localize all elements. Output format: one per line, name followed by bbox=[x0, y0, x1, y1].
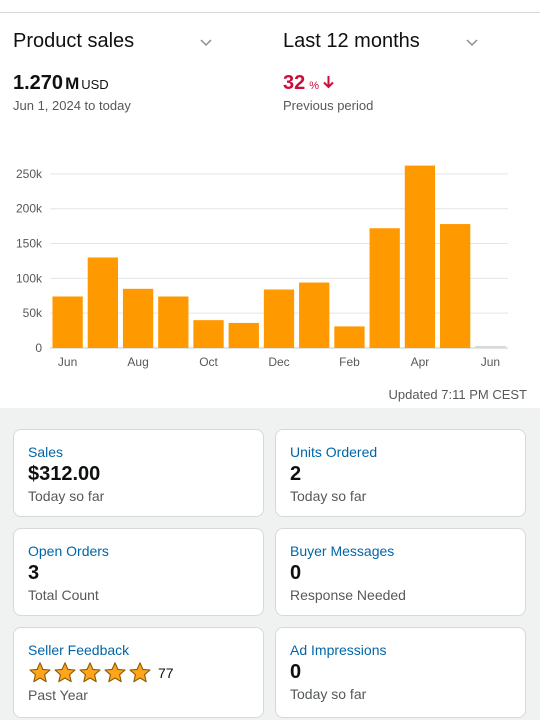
x-tick-label: Jun bbox=[58, 355, 77, 369]
date-range: Jun 1, 2024 to today bbox=[13, 98, 131, 113]
card-subtitle: Today so far bbox=[290, 686, 367, 702]
bar-aug bbox=[122, 288, 154, 348]
y-tick-label: 100k bbox=[16, 271, 43, 285]
bar-dec bbox=[263, 289, 295, 348]
bar-sep bbox=[158, 296, 189, 348]
sales-bar-chart: 0 50k 100k 150k 200k 250k Jun Aug Oct Dec Feb Apr Ju… bbox=[16, 165, 508, 369]
metric-dropdown-label: Product sales bbox=[13, 30, 135, 52]
star-icon bbox=[129, 662, 151, 683]
total-sales-suffix: M bbox=[65, 74, 80, 93]
chevron-down-icon bbox=[200, 38, 212, 46]
card-subtitle: Today so far bbox=[290, 488, 367, 504]
x-tick-label: Dec bbox=[268, 355, 289, 369]
total-sales-currency: USD bbox=[81, 77, 109, 92]
y-tick-label: 150k bbox=[16, 237, 43, 251]
updated-timestamp: Updated 7:11 PM CEST bbox=[388, 387, 528, 402]
card-title: Buyer Messages bbox=[290, 543, 395, 559]
period-dropdown[interactable]: Last 12 months bbox=[283, 30, 479, 53]
total-sales-value: 1.270 bbox=[13, 72, 64, 94]
period-change-summary: 32 % Previous period bbox=[283, 72, 373, 113]
star-icon bbox=[29, 662, 51, 683]
total-sales-summary: 1.270 M USD Jun 1, 2024 to today bbox=[13, 72, 131, 113]
change-symbol: % bbox=[309, 80, 320, 92]
star-icon bbox=[104, 662, 126, 683]
bar-oct bbox=[193, 320, 224, 348]
arrow-down-icon bbox=[323, 76, 334, 89]
y-tick-label: 50k bbox=[23, 306, 43, 320]
x-tick-label: Aug bbox=[127, 355, 148, 369]
bar-may bbox=[440, 224, 471, 348]
sales-card[interactable]: Sales $312.00 Today so far bbox=[13, 429, 264, 517]
bar-feb bbox=[334, 326, 365, 348]
y-tick-label: 200k bbox=[16, 202, 43, 216]
card-title: Seller Feedback bbox=[28, 642, 130, 658]
open-orders-card[interactable]: Open Orders 3 Total Count bbox=[13, 528, 264, 616]
units-ordered-card[interactable]: Units Ordered 2 Today so far bbox=[275, 429, 526, 517]
x-tick-label: Oct bbox=[199, 355, 218, 369]
change-label: Previous period bbox=[283, 98, 374, 113]
bar-jan bbox=[299, 282, 330, 348]
card-title: Open Orders bbox=[28, 543, 109, 559]
card-value: 0 bbox=[290, 661, 302, 683]
star-icon bbox=[79, 662, 101, 683]
card-value: $312.00 bbox=[28, 463, 101, 485]
x-tick-label: Apr bbox=[411, 355, 430, 369]
card-subtitle: Past Year bbox=[28, 687, 88, 703]
chevron-down-icon bbox=[466, 38, 478, 46]
y-tick-label: 0 bbox=[35, 341, 42, 355]
card-subtitle: Total Count bbox=[28, 587, 99, 603]
card-value: 2 bbox=[290, 463, 302, 485]
bar-nov bbox=[228, 322, 259, 348]
card-title: Ad Impressions bbox=[290, 642, 387, 658]
ad-impressions-card[interactable]: Ad Impressions 0 Today so far bbox=[275, 627, 526, 718]
bar-jun bbox=[475, 345, 506, 348]
bar-jul bbox=[87, 257, 118, 348]
y-tick-label: 250k bbox=[16, 167, 43, 181]
x-tick-label: Feb bbox=[339, 355, 360, 369]
card-title: Units Ordered bbox=[290, 444, 378, 460]
top-divider bbox=[0, 12, 540, 13]
card-value: 0 bbox=[290, 562, 302, 584]
buyer-messages-card[interactable]: Buyer Messages 0 Response Needed bbox=[275, 528, 526, 616]
star-icon bbox=[54, 662, 76, 683]
bar-mar bbox=[369, 228, 400, 348]
star-rating: 77 bbox=[28, 661, 249, 685]
card-value: 3 bbox=[28, 562, 40, 584]
x-tick-label: Jun bbox=[481, 355, 500, 369]
bar-jun bbox=[52, 296, 83, 348]
metric-dropdown[interactable]: Product sales bbox=[13, 30, 213, 53]
period-dropdown-label: Last 12 months bbox=[283, 30, 420, 52]
card-subtitle: Response Needed bbox=[290, 587, 406, 603]
rating-count: 77 bbox=[158, 665, 174, 681]
bar-apr bbox=[404, 165, 436, 348]
seller-feedback-card[interactable]: Seller Feedback 77 Past Year bbox=[13, 627, 264, 718]
card-title: Sales bbox=[28, 444, 64, 460]
change-value: 32 bbox=[283, 72, 306, 94]
card-subtitle: Today so far bbox=[28, 488, 105, 504]
